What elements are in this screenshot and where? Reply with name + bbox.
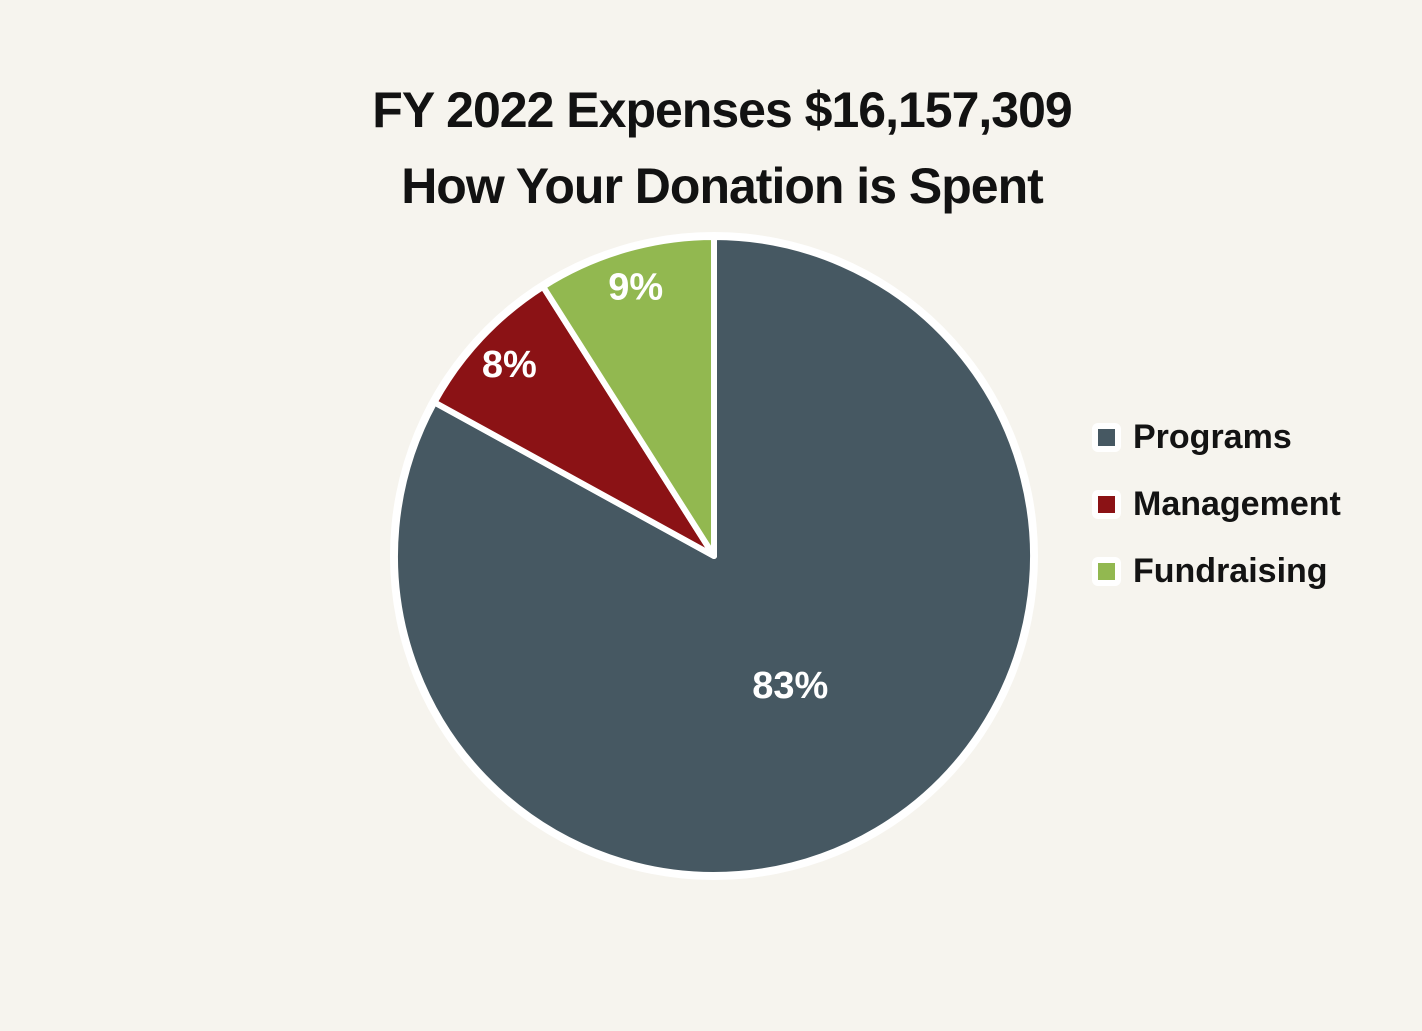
legend-label-programs: Programs bbox=[1133, 418, 1292, 456]
legend-swatch-frame bbox=[1092, 489, 1121, 519]
pie-slice-label-fundraising: 9% bbox=[608, 266, 663, 308]
management-color-swatch bbox=[1098, 495, 1115, 513]
chart-title: FY 2022 Expenses $16,157,309 bbox=[372, 82, 1072, 138]
chart-legend: Programs Management Fundraising bbox=[1092, 418, 1341, 590]
legend-swatch-frame bbox=[1092, 556, 1121, 586]
pie-slice-label-programs: 83% bbox=[752, 665, 828, 707]
legend-item-programs: Programs bbox=[1092, 418, 1341, 456]
pie-chart-area: 83% 8% 9% bbox=[374, 216, 1054, 896]
chart-subtitle: How Your Donation is Spent bbox=[401, 158, 1044, 214]
programs-color-swatch bbox=[1098, 428, 1115, 446]
legend-item-management: Management bbox=[1092, 485, 1341, 523]
legend-label-management: Management bbox=[1133, 485, 1341, 523]
fundraising-color-swatch bbox=[1098, 562, 1115, 580]
pie-slice-management bbox=[431, 283, 717, 559]
legend-swatch-frame bbox=[1092, 422, 1121, 452]
pie-chart: 83% 8% 9% bbox=[390, 232, 1038, 880]
pie-slice-label-management: 8% bbox=[482, 344, 537, 386]
chart-title-block: FY 2022 Expenses $16,157,309 How Your Do… bbox=[22, 72, 1422, 224]
legend-item-fundraising: Fundraising bbox=[1092, 552, 1341, 590]
pie-slice-fundraising bbox=[540, 234, 717, 559]
legend-label-fundraising: Fundraising bbox=[1133, 552, 1328, 590]
pie-slice-programs bbox=[392, 234, 1036, 878]
